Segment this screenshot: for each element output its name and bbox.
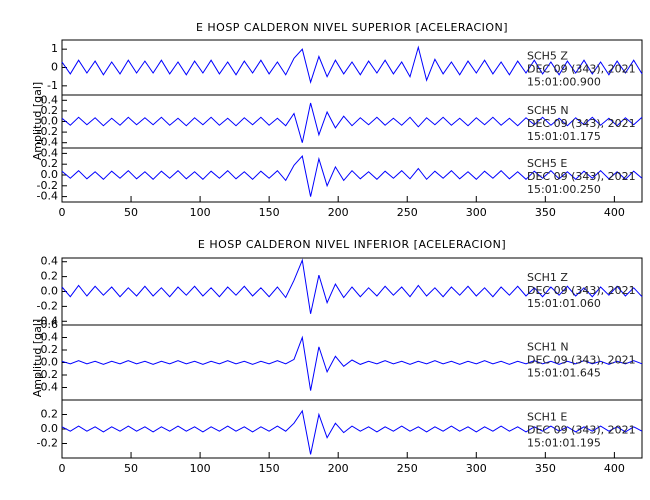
y-tick-label: -1	[47, 79, 58, 92]
y-tick-label: 0.2	[41, 104, 59, 117]
x-tick-label: 200	[328, 206, 349, 219]
y-tick-label: -0.2	[37, 299, 58, 312]
x-tick-label: 300	[466, 462, 487, 475]
x-tick-label: 200	[328, 462, 349, 475]
x-tick-label: 150	[259, 206, 280, 219]
time-label: 15:01:01.175	[527, 130, 601, 143]
y-tick-label: 0.2	[41, 270, 59, 283]
x-tick-label: 100	[190, 206, 211, 219]
y-tick-label: 0.0	[41, 115, 59, 128]
y-tick-label: -0.4	[37, 314, 58, 327]
time-label: 15:01:01.195	[527, 436, 601, 449]
waveform	[61, 409, 643, 455]
y-tick-label: 0.4	[41, 93, 59, 106]
x-tick-label: 0	[59, 206, 66, 219]
time-label: 15:01:00.250	[527, 183, 601, 196]
station-label: SCH1 N	[527, 341, 569, 354]
date-label: DEC 09 (343), 2021	[527, 354, 636, 367]
x-tick-label: 350	[535, 206, 556, 219]
waveform	[61, 45, 643, 85]
date-label: DEC 09 (343), 2021	[527, 117, 636, 130]
x-tick-label: 0	[59, 462, 66, 475]
date-label: DEC 09 (343), 2021	[527, 423, 636, 436]
y-tick-label: 0.4	[41, 146, 59, 159]
station-label: SCH5 E	[527, 157, 567, 170]
x-tick-label: 100	[190, 462, 211, 475]
y-tick-label: 0.0	[41, 285, 59, 298]
waveform	[61, 155, 643, 197]
y-tick-label: -0.4	[37, 190, 58, 203]
y-axis-label: Amplitud [gal]	[31, 319, 44, 397]
station-label: SCH5 N	[527, 104, 569, 117]
date-label: DEC 09 (343), 2021	[527, 63, 636, 76]
waveform	[61, 335, 643, 391]
x-tick-label: 400	[604, 462, 625, 475]
x-tick-label: 50	[124, 462, 138, 475]
y-tick-label: 0.0	[41, 168, 59, 181]
y-tick-label: -0.4	[37, 381, 58, 394]
y-axis-label: Amplitud [gal]	[31, 82, 44, 160]
y-tick-label: -0.2	[37, 125, 58, 138]
waveform	[61, 102, 643, 143]
y-tick-label: -0.2	[37, 437, 58, 450]
y-tick-label: 0.6	[41, 318, 59, 331]
y-tick-label: -0.2	[37, 179, 58, 192]
x-tick-label: 250	[397, 206, 418, 219]
x-tick-label: 50	[124, 206, 138, 219]
y-tick-label: 0.2	[41, 408, 59, 421]
x-tick-label: 350	[535, 462, 556, 475]
waveform	[61, 258, 643, 314]
y-tick-label: 0.2	[41, 343, 59, 356]
date-label: DEC 09 (343), 2021	[527, 284, 636, 297]
time-label: 15:01:00.900	[527, 76, 601, 89]
y-tick-label: 0.2	[41, 157, 59, 170]
y-tick-label: 0.0	[41, 356, 59, 369]
y-tick-label: 0.4	[41, 331, 59, 344]
y-tick-label: 1	[51, 42, 58, 55]
station-label: SCH1 Z	[527, 271, 568, 284]
x-tick-label: 400	[604, 206, 625, 219]
time-label: 15:01:01.060	[527, 297, 601, 310]
y-tick-label: 0	[51, 61, 58, 74]
chart-title: E HOSP CALDERON NIVEL SUPERIOR [ACELERAC…	[196, 21, 508, 34]
x-tick-label: 250	[397, 462, 418, 475]
y-tick-label: 0.0	[41, 422, 59, 435]
x-tick-label: 300	[466, 206, 487, 219]
station-label: SCH1 E	[527, 410, 567, 423]
chart-title: E HOSP CALDERON NIVEL INFERIOR [ACELERAC…	[198, 238, 506, 251]
station-label: SCH5 Z	[527, 50, 568, 63]
y-tick-label: 0.4	[41, 255, 59, 268]
date-label: DEC 09 (343), 2021	[527, 170, 636, 183]
y-tick-label: -0.4	[37, 136, 58, 149]
time-label: 15:01:01.645	[527, 367, 601, 380]
x-tick-label: 150	[259, 462, 280, 475]
y-tick-label: -0.2	[37, 368, 58, 381]
